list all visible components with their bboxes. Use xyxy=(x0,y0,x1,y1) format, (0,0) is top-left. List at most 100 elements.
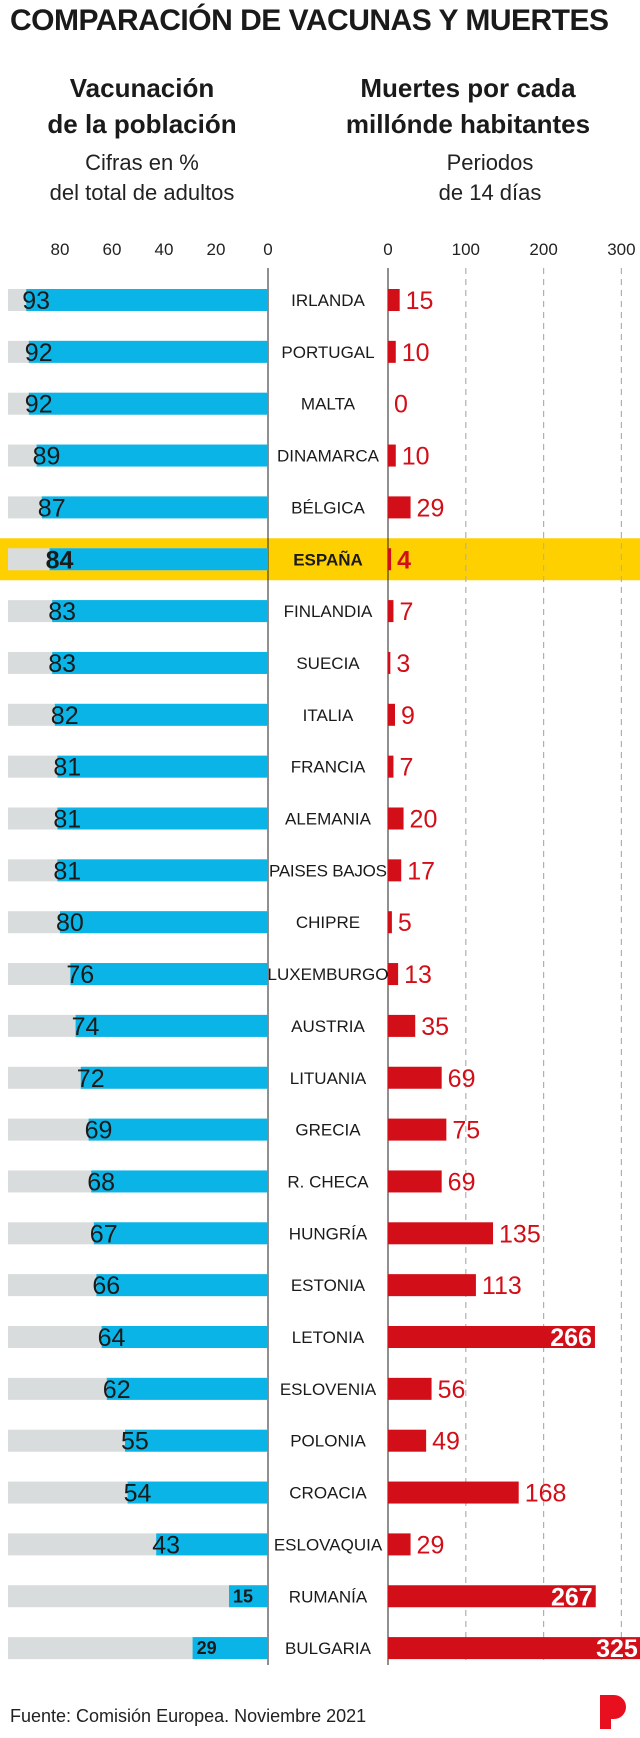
deaths-value-label: 69 xyxy=(448,1065,476,1093)
vaccination-bar xyxy=(192,1637,268,1660)
vaccination-value-label: 15 xyxy=(233,1586,253,1606)
country-label: CHIPRE xyxy=(296,913,360,932)
vaccination-tick-label: 60 xyxy=(103,240,122,259)
country-label: R. CHECA xyxy=(287,1172,369,1191)
vaccination-bar xyxy=(229,1585,268,1608)
deaths-bar xyxy=(388,600,394,623)
vaccination-bar xyxy=(57,859,269,882)
deaths-bar xyxy=(388,1533,411,1556)
vaccination-bar xyxy=(70,963,269,986)
vaccination-bar xyxy=(125,1429,268,1452)
vaccination-value-label: 68 xyxy=(87,1168,115,1196)
deaths-panel-title: Muertes por cada millónde habitantes xyxy=(330,70,606,142)
vaccination-value-label: 81 xyxy=(53,806,81,834)
deaths-value-label: 20 xyxy=(410,806,438,834)
country-label: MALTA xyxy=(301,395,356,414)
deaths-bar xyxy=(388,859,402,882)
deaths-value-label: 113 xyxy=(482,1272,522,1300)
country-label: IRLANDA xyxy=(291,291,365,310)
vaccination-tick-label: 80 xyxy=(51,240,70,259)
deaths-value-label: 267 xyxy=(551,1583,593,1611)
deaths-value-label: 266 xyxy=(550,1324,592,1352)
vaccination-value-label: 92 xyxy=(25,339,53,367)
country-label: AUSTRIA xyxy=(291,1017,365,1036)
deaths-value-label: 10 xyxy=(402,443,430,471)
deaths-value-label: 168 xyxy=(525,1480,567,1508)
country-label: ESLOVENIA xyxy=(280,1380,377,1399)
vaccination-bar xyxy=(75,1014,268,1037)
country-label: ESPAÑA xyxy=(293,549,363,569)
deaths-value-label: 135 xyxy=(499,1220,541,1248)
vaccination-bar xyxy=(49,548,268,571)
vaccination-bar xyxy=(101,1326,268,1348)
vaccination-tick-label: 20 xyxy=(207,240,226,259)
country-label: HUNGRÍA xyxy=(289,1224,368,1243)
deaths-bar xyxy=(388,1326,595,1348)
deaths-bar xyxy=(388,1222,494,1245)
vaccination-value-label: 64 xyxy=(98,1324,126,1352)
deaths-value-label: 69 xyxy=(448,1168,476,1196)
country-label: SUECIA xyxy=(296,654,360,673)
deaths-value-label: 7 xyxy=(399,598,413,626)
deaths-title-line2: millónde habitantes xyxy=(345,109,591,139)
vaccination-tick-label: 40 xyxy=(155,240,174,259)
deaths-bar xyxy=(388,1170,442,1193)
vaccination-value-label: 62 xyxy=(103,1376,131,1404)
vaccination-value-label: 55 xyxy=(121,1428,149,1456)
vaccination-value-label: 81 xyxy=(53,857,81,885)
deaths-bar xyxy=(388,651,391,674)
deaths-value-label: 13 xyxy=(404,961,432,989)
vaccination-bar xyxy=(26,289,269,311)
vaccination-track xyxy=(8,1585,268,1608)
country-label: ALEMANIA xyxy=(285,810,372,829)
logo-p-icon xyxy=(600,1695,626,1729)
country-label: FRANCIA xyxy=(291,758,366,777)
country-label: LETONIA xyxy=(292,1328,365,1347)
deaths-bar xyxy=(388,496,411,519)
deaths-bar xyxy=(388,1585,596,1608)
vaccination-value-label: 84 xyxy=(46,546,74,574)
vaccination-bar xyxy=(41,496,268,519)
vaccination-panel-title: Vacunación de la población xyxy=(22,70,262,142)
vaccination-tick-label: 0 xyxy=(263,240,272,259)
country-label: ITALIA xyxy=(303,706,354,725)
vaccination-bar xyxy=(127,1481,268,1504)
vaccination-bar xyxy=(96,1274,269,1297)
deaths-bar xyxy=(388,1481,519,1504)
deaths-bar xyxy=(388,1637,640,1660)
vaccination-value-label: 54 xyxy=(124,1480,152,1508)
vaccination-value-label: 29 xyxy=(197,1638,217,1658)
vaccination-bar xyxy=(36,444,268,467)
vaccination-value-label: 87 xyxy=(38,494,66,522)
vaccination-value-label: 67 xyxy=(90,1220,118,1248)
country-label: POLONIA xyxy=(290,1432,366,1451)
vaccination-value-label: 66 xyxy=(92,1272,120,1300)
deaths-bar xyxy=(388,1066,442,1089)
deaths-value-label: 75 xyxy=(452,1117,480,1145)
deaths-value-label: 7 xyxy=(399,754,413,782)
vaccination-value-label: 93 xyxy=(22,287,50,315)
deaths-value-label: 49 xyxy=(432,1428,460,1456)
vaccination-title-line1: Vacunación xyxy=(69,73,215,103)
deaths-tick-label: 200 xyxy=(529,240,557,259)
vaccination-subtitle-line2: del total de adultos xyxy=(49,180,235,205)
vaccination-value-label: 89 xyxy=(33,443,61,471)
deaths-value-label: 17 xyxy=(407,857,435,885)
country-label: BULGARIA xyxy=(285,1639,372,1658)
country-label: PAISES BAJOS xyxy=(269,861,387,880)
deaths-value-label: 5 xyxy=(398,909,412,937)
vaccination-value-label: 72 xyxy=(77,1065,105,1093)
vaccination-title-line2: de la población xyxy=(47,109,237,139)
deaths-tick-label: 0 xyxy=(383,240,392,259)
vaccination-bar xyxy=(60,911,268,934)
deaths-bar xyxy=(388,444,396,467)
deaths-tick-label: 100 xyxy=(452,240,480,259)
deaths-value-label: 4 xyxy=(397,546,411,574)
deaths-bar xyxy=(388,755,394,778)
deaths-value-label: 35 xyxy=(421,1013,449,1041)
vaccination-bar xyxy=(88,1118,268,1141)
deaths-bar xyxy=(388,548,392,571)
country-label: DINAMARCA xyxy=(277,447,380,466)
deaths-title-line1: Muertes por cada xyxy=(360,73,576,103)
